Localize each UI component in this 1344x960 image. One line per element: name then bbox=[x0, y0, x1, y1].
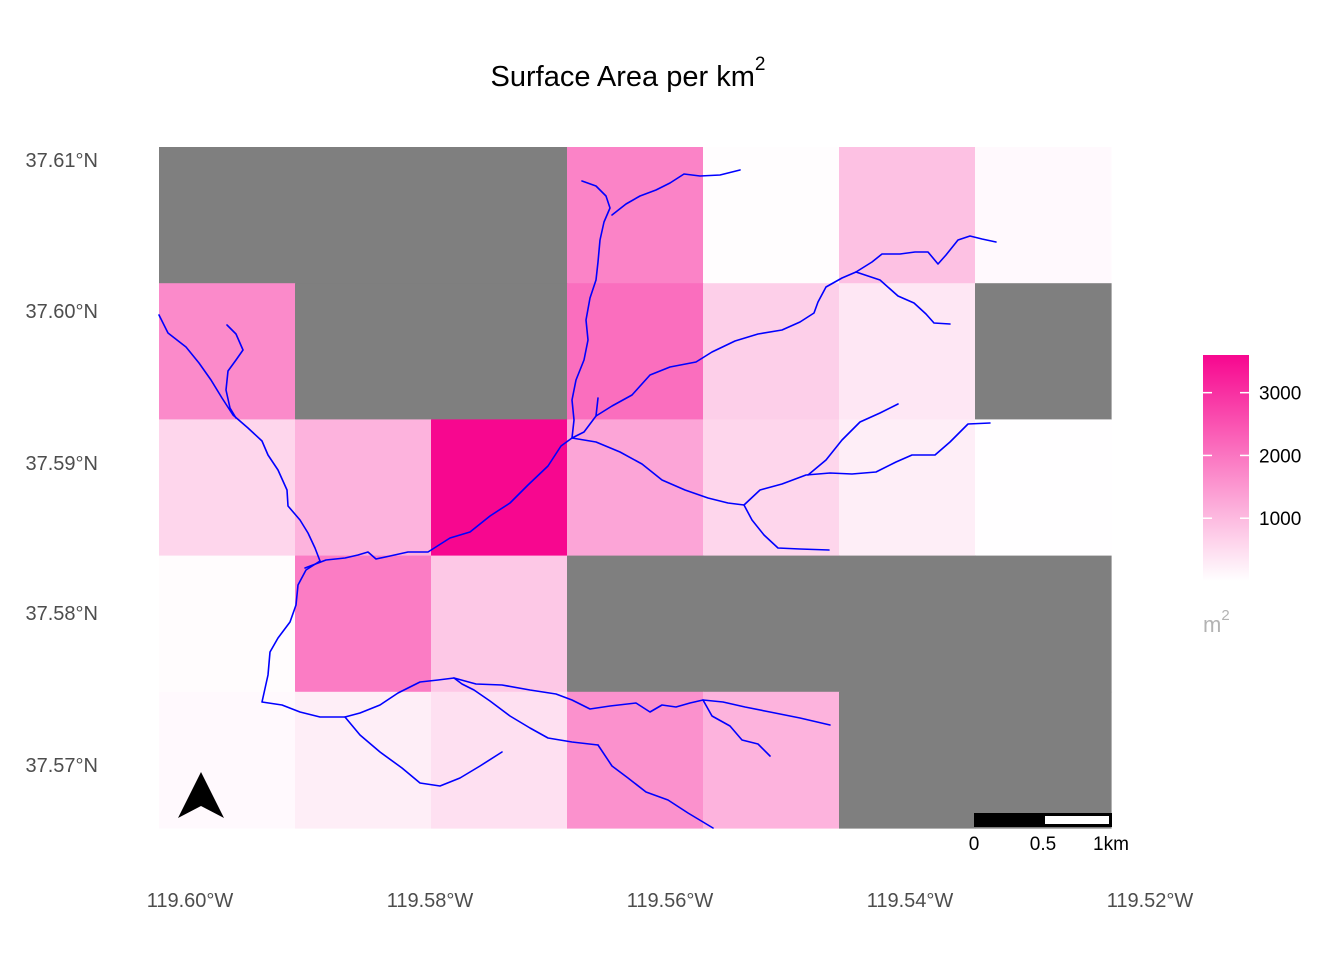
y-tick-label: 37.59°N bbox=[26, 453, 99, 475]
raster-cell bbox=[839, 283, 976, 420]
x-axis: 119.60°W 119.58°W 119.56°W 119.54°W 119.… bbox=[147, 890, 1194, 912]
river-segment bbox=[261, 560, 599, 746]
river-segment bbox=[453, 677, 831, 726]
river-segment bbox=[743, 422, 991, 506]
river-segment bbox=[344, 716, 503, 787]
raster-cell-na bbox=[567, 555, 704, 693]
chart-title: Surface Area per km2 bbox=[491, 54, 766, 93]
raster-cell-na bbox=[975, 283, 1112, 420]
raster-cell-na bbox=[975, 555, 1112, 693]
y-tick-label: 37.61°N bbox=[26, 150, 99, 172]
raster-cell bbox=[703, 283, 840, 420]
raster-cell-na bbox=[839, 555, 976, 693]
scale-bar-segment bbox=[1045, 816, 1109, 824]
raster-cell bbox=[431, 419, 568, 557]
river-segment bbox=[304, 397, 599, 569]
river-segment bbox=[743, 504, 830, 551]
raster-cell bbox=[295, 419, 432, 557]
raster-cell bbox=[567, 283, 704, 420]
x-tick-label: 119.60°W bbox=[147, 890, 234, 912]
raster-cell-na bbox=[431, 283, 568, 420]
legend-tick-label: 2000 bbox=[1259, 446, 1301, 467]
river-segment bbox=[158, 314, 321, 562]
river-segment bbox=[225, 324, 244, 419]
legend-title: m2 bbox=[1203, 607, 1230, 637]
raster-cell-na bbox=[975, 691, 1112, 829]
scale-bar-label: 0 bbox=[969, 834, 980, 855]
y-tick-label: 37.58°N bbox=[26, 603, 99, 625]
x-tick-label: 119.54°W bbox=[867, 890, 954, 912]
river-segment bbox=[595, 235, 997, 417]
raster-cell-na bbox=[703, 555, 840, 693]
north-arrow-icon bbox=[178, 772, 224, 818]
raster-cell bbox=[295, 691, 432, 829]
y-tick-label: 37.60°N bbox=[26, 301, 99, 323]
legend-tick-label: 1000 bbox=[1259, 509, 1301, 530]
river-segment bbox=[571, 180, 611, 439]
river-segment bbox=[597, 744, 714, 829]
y-tick-label: 37.57°N bbox=[26, 755, 99, 777]
x-tick-label: 119.56°W bbox=[627, 890, 714, 912]
raster-cell-na bbox=[295, 283, 432, 420]
scale-bar-label: 1km bbox=[1093, 834, 1129, 855]
raster-cell bbox=[975, 419, 1112, 557]
x-tick-label: 119.52°W bbox=[1107, 890, 1194, 912]
raster-grid bbox=[159, 147, 1112, 829]
raster-cell bbox=[567, 691, 704, 829]
raster-cell bbox=[975, 147, 1112, 284]
raster-cell-na bbox=[839, 691, 976, 829]
x-tick-label: 119.58°W bbox=[387, 890, 474, 912]
raster-cell bbox=[839, 147, 976, 284]
raster-cell-na bbox=[431, 147, 568, 284]
raster-cell bbox=[567, 147, 704, 284]
scale-bar: 0 0.5 1km bbox=[969, 813, 1129, 855]
raster-cell-na bbox=[159, 147, 296, 284]
raster-cell bbox=[159, 555, 296, 693]
raster-cell bbox=[703, 419, 840, 557]
raster-cell bbox=[703, 147, 840, 284]
raster-cell-na bbox=[295, 147, 432, 284]
legend: 3000 2000 1000 m2 bbox=[1203, 355, 1301, 637]
river-network bbox=[158, 169, 997, 829]
raster-cell bbox=[431, 691, 568, 829]
raster-cell bbox=[295, 555, 432, 693]
river-segment bbox=[855, 271, 951, 325]
raster-cell bbox=[431, 555, 568, 693]
raster-cell bbox=[159, 691, 296, 829]
scale-bar-label: 0.5 bbox=[1030, 834, 1056, 855]
legend-colorbar bbox=[1203, 355, 1249, 581]
legend-ticks: 3000 2000 1000 bbox=[1203, 384, 1301, 530]
river-segment bbox=[702, 699, 771, 757]
y-axis: 37.61°N 37.60°N 37.59°N 37.58°N 37.57°N bbox=[26, 150, 99, 777]
river-segment bbox=[571, 437, 745, 506]
legend-tick-label: 3000 bbox=[1259, 384, 1301, 405]
raster-cell bbox=[703, 691, 840, 829]
raster-cell bbox=[159, 419, 296, 557]
river-segment bbox=[611, 169, 741, 216]
river-segment bbox=[807, 403, 899, 476]
raster-cell bbox=[839, 419, 976, 557]
